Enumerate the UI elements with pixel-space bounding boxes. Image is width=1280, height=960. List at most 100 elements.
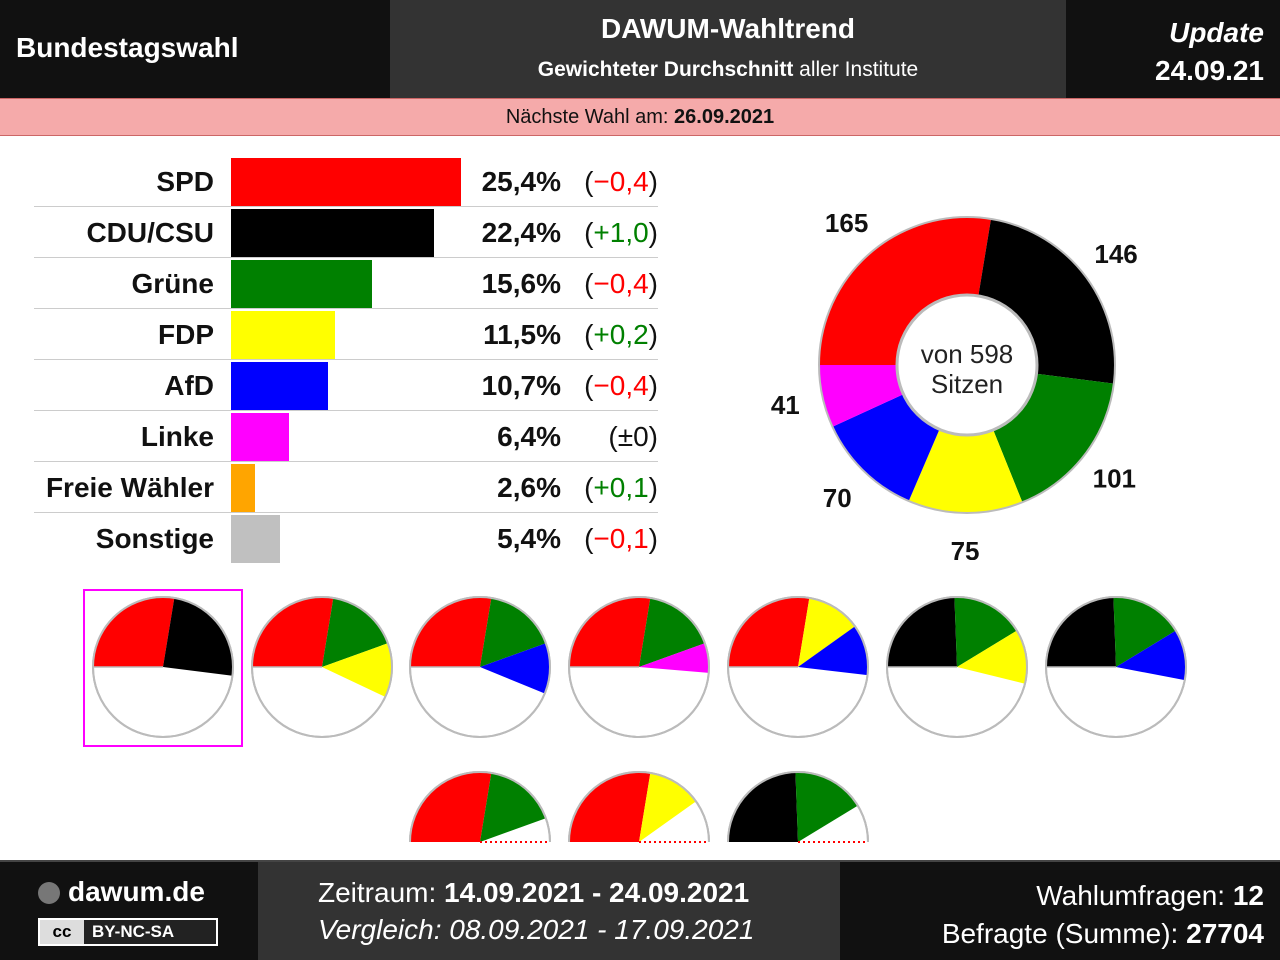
change-number: −0,4 [593,370,649,401]
seat-label-linke: 41 [771,390,800,420]
party-row-fdp: FDP 11,5% (+0,2) [34,309,658,360]
party-row-spd: SPD 25,4% (−0,4) [34,156,658,207]
coalition-cdu-csu-gruene-fdp[interactable] [886,596,1028,738]
coalition-slice-gruene [639,597,705,667]
page-subtitle: Gewichteter Durchschnitt aller Institute [390,58,1066,82]
coalition-slice-gruene [480,597,546,667]
change-value: (−0,4) [584,166,658,197]
share-value: 6,4% [497,421,561,452]
share-value: 2,6% [497,472,561,503]
coalition-spd-fdp[interactable] [568,771,710,843]
update-info: Update 24.09.21 [1155,14,1264,90]
site-name: dawum.de [68,876,205,907]
party-name: CDU/CSU [86,217,214,248]
period-text: Zeitraum: 14.09.2021 - 24.09.2021 [318,877,749,909]
page-title: DAWUM-Wahltrend [600,13,856,44]
party-row-cdu-csu: CDU/CSU 22,4% (+1,0) [34,207,658,258]
respondent-count-value: 27704 [1186,918,1264,949]
party-name: Sonstige [95,523,214,554]
vote-share-bar-chart: SPD 25,4% (−0,4) CDU/CSU 22,4% (+1,0) Grüne 15,… [34,156,658,563]
coalition-spd-gruene-fdp[interactable] [251,596,393,738]
change-value: (+0,1) [584,472,658,503]
change-number: +0,1 [593,472,649,503]
seat-slice-cdu-csu [978,218,1115,384]
share-value: 15,6% [481,268,561,299]
change-number: +0,2 [593,319,649,350]
coalition-spd-fdp-afd[interactable] [727,596,869,738]
header: Bundestagswahl DAWUM-Wahltrend Gewichtet… [0,0,1280,98]
party-name: FDP [158,319,214,350]
license-badge[interactable]: cc BY-NC-SA [38,918,218,946]
coalition-slice-spd [410,772,492,842]
seat-label-spd: 165 [825,208,868,238]
party-row-sonstige: Sonstige 5,4% (−0,1) [34,513,658,563]
coalition-slice-cdu-csu [887,597,957,667]
respondent-count: Befragte (Summe): 27704 [942,915,1264,953]
share-value: 11,5% [483,319,561,350]
coalition-cdu-csu-gruene[interactable] [727,771,869,843]
share-value: 10,7% [481,370,561,401]
coalition-slice-fdp [957,630,1027,684]
coalition-slice-gruene [954,597,1017,667]
footer-period: Zeitraum: 14.09.2021 - 24.09.2021 Vergle… [258,862,840,960]
bar-spd [231,158,461,206]
ring-center [895,293,1039,437]
coalition-spd-gruene[interactable] [409,771,551,843]
share-value: 25,4% [481,166,561,197]
party-name: SPD [156,166,214,197]
party-row-gruene: Grüne 15,6% (−0,4) [34,258,658,309]
coalition-slice-spd [569,597,651,667]
bar-afd [231,362,328,410]
respondent-count-label: Befragte (Summe): [941,918,1187,949]
seat-label-cdu-csu: 146 [1094,239,1137,269]
bar-fdp [231,311,336,359]
party-row-freie-waehler: Freie Wähler 2,6% (+0,1) [34,462,658,513]
subtitle-rest: aller Institute [793,58,919,81]
bar-linke [231,413,289,461]
seat-label-fdp: 75 [951,536,980,560]
license-label: BY-NC-SA [92,922,175,941]
footer-stats: Wahlumfragen: 12 Befragte (Summe): 27704 [942,877,1264,953]
bar-sonstige [231,515,280,563]
coalition-spd-cdu-csu[interactable] [83,589,243,747]
coalition-spd-gruene-afd[interactable] [409,596,551,738]
period-label: Zeitraum: [318,877,445,908]
coalition-slice-afd [480,643,550,694]
coalition-charts [83,589,1187,843]
site-logo[interactable]: dawum.de [38,876,205,908]
change-number: −0,1 [593,523,649,554]
party-row-afd: AfD 10,7% (−0,4) [34,360,658,411]
change-value: (+1,0) [584,217,658,248]
bar-freie-waehler [231,464,255,512]
center-label-total: von 598 [921,339,1014,369]
coalition-slice-spd [410,597,492,667]
poll-count-value: 12 [1232,880,1264,911]
coalition-slice-cdu-csu [728,772,798,842]
next-election-date: 26.09.2021 [674,106,775,128]
change-number: −0,4 [593,268,649,299]
center-label-unit: Sitzen [931,369,1003,399]
change-value: (+0,2) [584,319,658,350]
seat-slice-gruene [993,373,1114,503]
coalition-slice-afd [1116,630,1186,681]
seat-slice-afd [832,394,940,502]
party-name: Linke [140,421,214,452]
coalition-slice-spd [252,597,334,667]
change-value: (−0,1) [584,523,658,554]
coalition-slice-gruene [1113,597,1176,667]
change-number: +1,0 [593,217,649,248]
coalition-slice-gruene [795,772,858,842]
change-value: (−0,4) [584,268,658,299]
change-number: −0,4 [593,166,649,197]
coalition-slice-linke [639,643,709,673]
update-label: Update [1169,17,1264,48]
seat-slice-spd [819,217,991,365]
coalition-spd-gruene-linke[interactable] [568,596,710,738]
change-number: ±0 [617,421,649,452]
seat-slice-fdp [908,429,1023,513]
election-type-label: Bundestagswahl [16,32,239,63]
coalition-slice-gruene [322,597,388,667]
coalition-slice-afd [798,626,868,676]
coalition-slice-spd [93,597,175,667]
coalition-cdu-csu-gruene-afd[interactable] [1045,596,1187,738]
